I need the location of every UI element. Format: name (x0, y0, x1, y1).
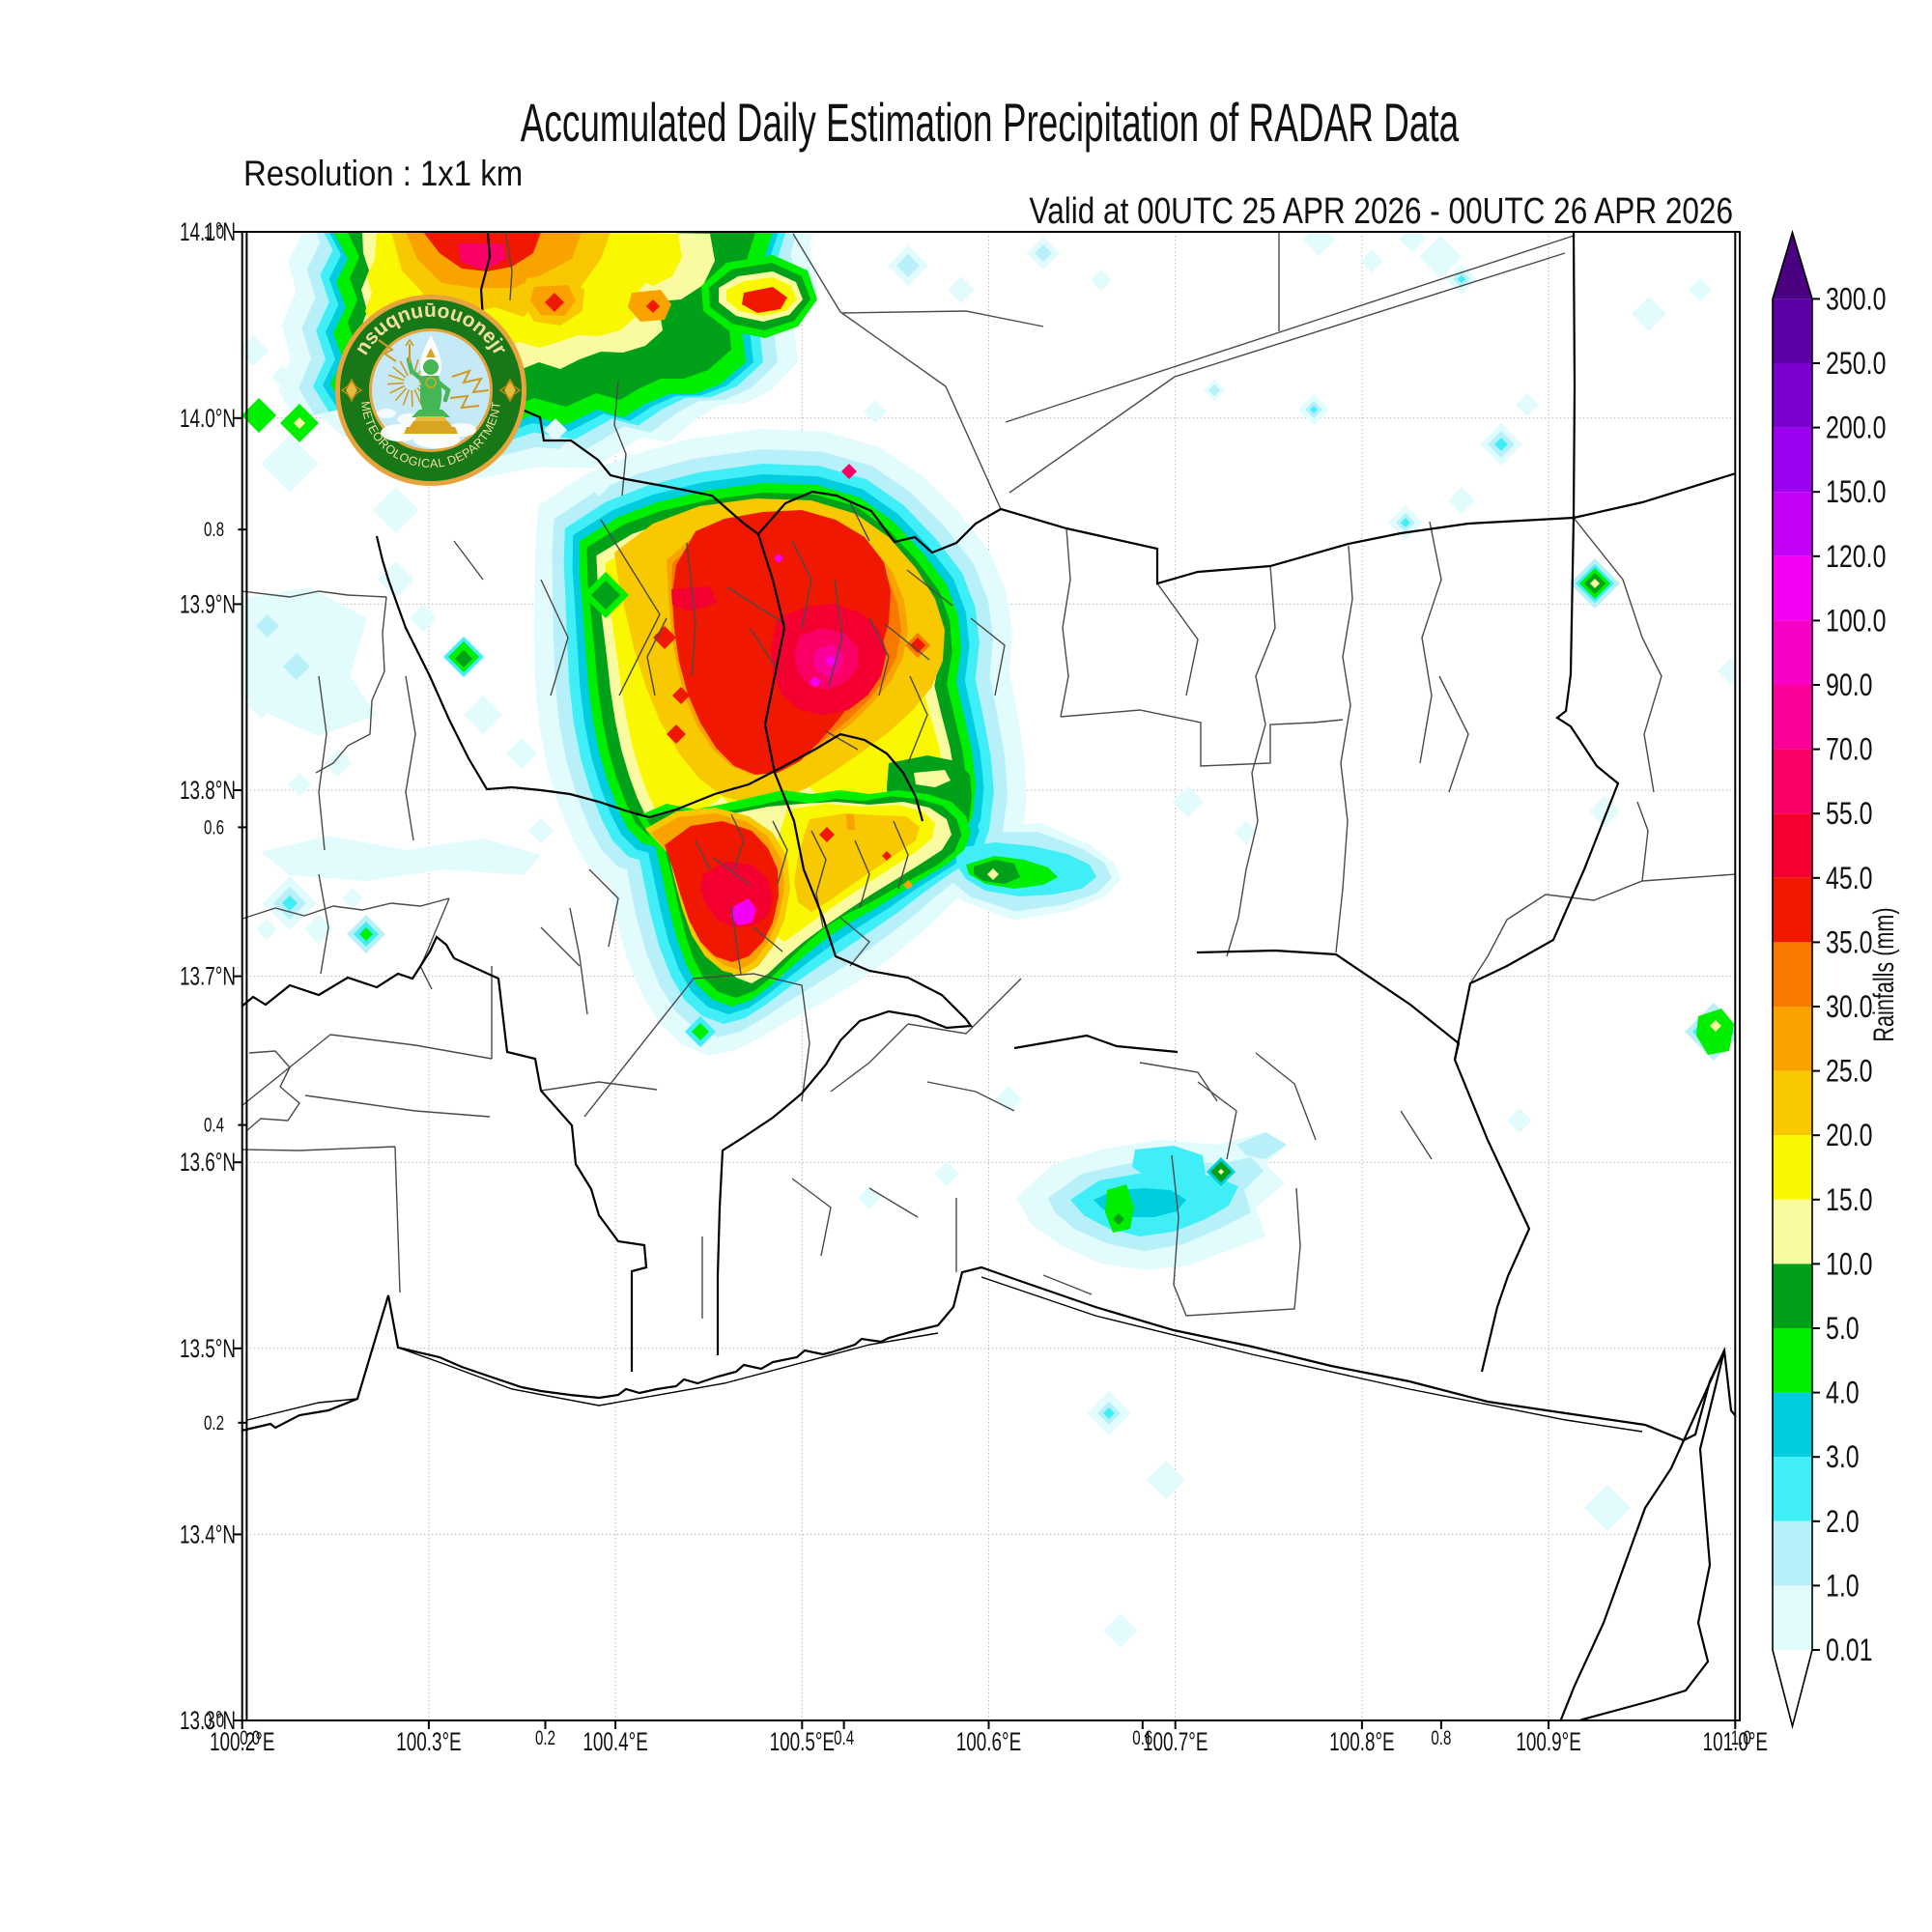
svg-text:0.01: 0.01 (1826, 1634, 1873, 1668)
svg-text:14.1°N: 14.1°N (180, 217, 236, 246)
svg-text:Accumulated Daily Estimation P: Accumulated Daily Estimation Precipitati… (521, 93, 1460, 154)
svg-text:45.0: 45.0 (1826, 862, 1873, 896)
svg-text:13.3°N: 13.3°N (180, 1706, 236, 1735)
svg-text:13.9°N: 13.9°N (180, 589, 236, 618)
svg-text:2.0: 2.0 (1826, 1505, 1860, 1540)
svg-text:100.7°E: 100.7°E (1143, 1727, 1208, 1756)
svg-text:25.0: 25.0 (1826, 1055, 1873, 1090)
svg-text:150.0: 150.0 (1826, 475, 1886, 510)
svg-text:20.0: 20.0 (1826, 1119, 1873, 1153)
svg-text:0.4: 0.4 (834, 1725, 854, 1748)
svg-text:200.0: 200.0 (1826, 412, 1886, 446)
svg-text:101.0°E: 101.0°E (1703, 1727, 1768, 1756)
svg-text:4.0: 4.0 (1826, 1377, 1860, 1411)
svg-text:Resolution : 1x1 km: Resolution : 1x1 km (243, 154, 523, 193)
svg-text:0.8: 0.8 (204, 518, 224, 541)
svg-text:100.6°E: 100.6°E (956, 1727, 1021, 1756)
svg-text:0.4: 0.4 (204, 1113, 224, 1136)
svg-text:Rainfalls (mm): Rainfalls (mm) (1866, 907, 1899, 1041)
svg-text:30.0: 30.0 (1826, 990, 1873, 1025)
svg-text:100.4°E: 100.4°E (582, 1727, 647, 1756)
svg-text:1.0: 1.0 (1826, 1570, 1860, 1605)
svg-text:14.0°N: 14.0°N (180, 403, 236, 432)
svg-text:13.5°N: 13.5°N (180, 1333, 236, 1362)
svg-text:100.2°E: 100.2°E (210, 1727, 274, 1756)
svg-text:300.0: 300.0 (1826, 283, 1886, 318)
svg-text:13.6°N: 13.6°N (180, 1148, 236, 1177)
svg-text:100.5°E: 100.5°E (770, 1727, 835, 1756)
svg-text:120.0: 120.0 (1826, 540, 1886, 575)
svg-text:90.0: 90.0 (1826, 668, 1873, 703)
svg-text:55.0: 55.0 (1826, 797, 1873, 832)
svg-text:0.6: 0.6 (204, 815, 224, 838)
svg-text:13.4°N: 13.4°N (180, 1520, 236, 1548)
svg-text:13.8°N: 13.8°N (180, 776, 236, 805)
svg-text:1.0: 1.0 (204, 219, 224, 242)
svg-text:Valid at 00UTC 25 APR 2026 - 0: Valid at 00UTC 25 APR 2026 - 00UTC 26 AP… (1030, 190, 1733, 231)
svg-text:100.0: 100.0 (1826, 605, 1886, 639)
svg-text:0.0: 0.0 (204, 1708, 224, 1731)
svg-text:5.0: 5.0 (1826, 1312, 1860, 1347)
svg-text:0.2: 0.2 (204, 1410, 224, 1434)
svg-text:0.8: 0.8 (1431, 1725, 1451, 1748)
svg-text:3.0: 3.0 (1826, 1440, 1860, 1475)
svg-text:100.3°E: 100.3°E (396, 1727, 461, 1756)
svg-text:70.0: 70.0 (1826, 733, 1873, 768)
svg-text:35.0: 35.0 (1826, 926, 1873, 961)
svg-text:0.6: 0.6 (1132, 1725, 1152, 1748)
svg-text:15.0: 15.0 (1826, 1183, 1873, 1218)
svg-text:10.0: 10.0 (1826, 1248, 1873, 1283)
svg-text:0.0: 0.0 (240, 1725, 260, 1748)
svg-text:250.0: 250.0 (1826, 347, 1886, 382)
svg-text:100.8°E: 100.8°E (1329, 1727, 1394, 1756)
svg-text:1.0: 1.0 (1731, 1725, 1751, 1748)
svg-text:13.7°N: 13.7°N (180, 961, 236, 990)
svg-text:100.9°E: 100.9°E (1516, 1727, 1580, 1756)
svg-text:0.2: 0.2 (535, 1725, 555, 1748)
